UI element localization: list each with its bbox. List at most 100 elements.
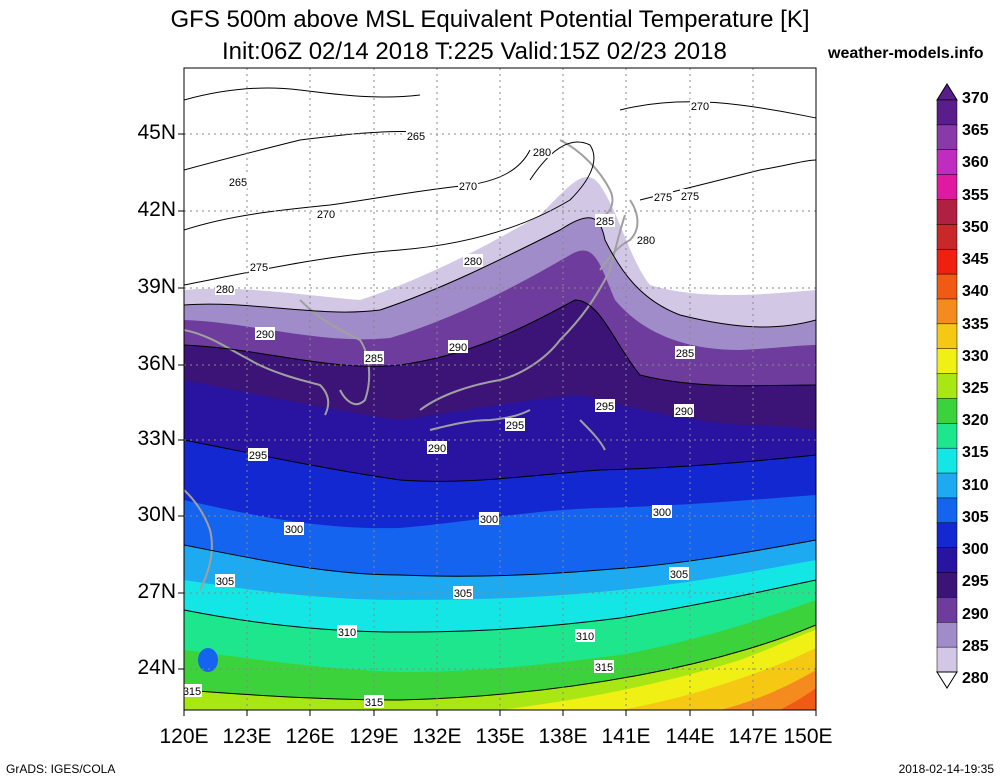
contour-label-bg [690,99,710,112]
colorbar-swatch [936,348,958,375]
colorbar-swatch [936,273,958,300]
contour-label-bg [249,260,269,273]
map-subtitle: Init:06Z 02/14 2018 T:225 Valid:15Z 02/2… [222,38,727,65]
colorbar-swatch [936,149,958,176]
contour-label-bg [594,660,614,673]
contour-label: 305 [670,569,688,581]
contour-label: 270 [691,101,709,113]
contour-label-bg [316,207,336,220]
colorbar-label: 365 [962,122,989,140]
lon-label: 150E [783,725,833,748]
site-credit: weather-models.info [828,45,984,62]
contour-label: 305 [454,588,472,600]
colorbar-label: 325 [962,380,989,397]
contour-label-bg [595,399,615,412]
contour-label: 305 [216,576,234,588]
contour-label: 290 [449,342,467,354]
colorbar-label: 330 [962,347,989,365]
contour-label-bg [458,179,478,192]
contour-label: 275 [681,191,699,203]
contour-label: 280 [637,235,655,247]
colorbar-swatch [936,472,958,499]
lon-label: 138E [538,725,588,748]
colorbar-swatch [936,248,958,275]
lat-label: 33N [137,427,176,450]
contour-label: 300 [653,507,671,519]
contour-label-bg [652,505,672,518]
contour-labels: 2702652702802702752852652702752802752802… [183,99,710,709]
lat-label: 30N [137,503,176,526]
contour-label-bg [427,441,447,454]
lon-label: 126E [285,725,335,748]
contour-label-bg [448,340,468,353]
contour-label: 285 [596,216,614,228]
contour-label-bg [669,567,689,580]
graticule [184,68,816,710]
contour-label-bg [364,351,384,364]
colorbar-swatch [936,373,958,400]
contour-label-bg [453,586,473,599]
contour-label: 290 [675,406,693,418]
contour-label-bg [680,189,700,202]
colorbar-label: 355 [962,186,989,204]
lon-label: 135E [475,725,525,748]
colorbar-label: 280 [962,670,989,687]
lat-label: 45N [137,121,176,144]
colorbar-swatch [936,398,958,425]
colorbar-swatch [936,646,958,673]
contour-label: 295 [596,401,614,413]
colorbar-swatch [936,423,958,449]
colorbar-swatch [936,224,958,250]
contour-label: 295 [249,450,267,462]
colorbar-swatch [936,572,958,599]
lon-label: 141E [601,725,651,748]
warm-pocket [198,648,218,672]
colorbar-label: 360 [962,154,989,172]
lon-label: 147E [728,725,778,748]
colorbar [936,83,958,689]
contour-label: 315 [183,686,201,698]
colorbar-swatch [936,174,958,201]
colorbar-swatch [936,447,958,474]
contour-label: 280 [464,256,482,268]
colorbar-swatch [936,622,958,648]
contour-label-bg [532,145,552,158]
contour-label: 280 [533,147,551,159]
colorbar-swatch [936,199,958,226]
contour-label-bg [653,190,673,203]
colorbar-swatch [936,99,958,126]
lat-label: 42N [137,198,176,221]
colorbar-swatch [936,323,958,350]
colorbar-label: 350 [962,218,989,236]
colorbar-label: 315 [962,444,989,462]
colorbar-swatch [936,124,958,151]
coastlines [184,139,639,591]
contour-label-bg [575,629,595,642]
contour-label: 290 [428,443,446,455]
colorbar-label: 295 [962,573,989,591]
contour-label: 295 [506,420,524,432]
colorbar-label: 285 [962,637,989,655]
contour-label: 300 [480,514,498,526]
colorbar-label: 320 [962,412,989,430]
colorbar-min-arrow [936,671,958,689]
contour-label: 280 [216,284,234,296]
contour-label: 290 [256,329,274,341]
lon-label: 132E [412,725,462,748]
contour-label-bg [228,175,248,188]
axis-ticks [178,133,817,716]
contour-label: 300 [285,524,303,536]
colorbar-label: 290 [962,605,989,623]
contour-label-bg [595,214,615,227]
contour-label-bg [215,574,235,587]
lat-label: 24N [137,656,176,679]
footer-credit: GrADS: IGES/COLA [6,762,116,776]
contour-label-bg [215,282,235,295]
band-335 [780,688,816,710]
colorbar-swatch [936,547,958,574]
colorbar-label: 370 [962,90,989,107]
contour-label-bg [675,346,695,359]
lat-label: 36N [137,352,176,375]
